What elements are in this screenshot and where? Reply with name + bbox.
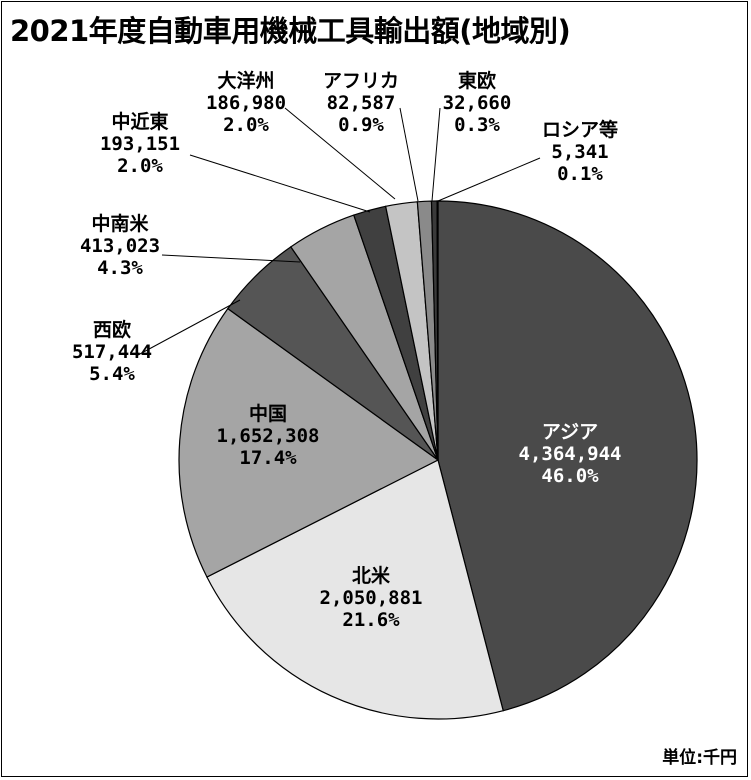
- slice-percent-0: 46.0%: [541, 465, 599, 487]
- leader-line-6: [284, 107, 396, 200]
- pie-slice-1: [206, 459, 504, 720]
- slice-name-6: 大洋州: [217, 69, 274, 92]
- slice-percent-3: 5.4%: [89, 363, 135, 385]
- slice-name-3: 西欧: [93, 318, 131, 341]
- slice-name-2: 中国: [249, 402, 287, 425]
- slice-value-2: 1,652,308: [217, 425, 320, 447]
- slice-name-9: ロシア等: [542, 118, 618, 141]
- slice-value-6: 186,980: [206, 92, 286, 114]
- slice-value-4: 413,023: [80, 235, 160, 257]
- slice-value-8: 32,660: [443, 92, 512, 114]
- chart-title: 2021年度自動車用機械工具輸出額(地域別): [10, 14, 571, 48]
- slice-name-4: 中南米: [91, 212, 149, 235]
- slice-value-9: 5,341: [551, 141, 608, 163]
- slice-value-5: 193,151: [100, 133, 180, 155]
- slice-name-1: 北米: [352, 564, 391, 587]
- slice-name-5: 中近東: [111, 110, 168, 133]
- slice-percent-9: 0.1%: [557, 163, 603, 185]
- leader-line-5: [189, 154, 371, 213]
- slice-name-7: アフリカ: [323, 70, 399, 92]
- leader-line-4: [161, 254, 301, 263]
- unit-value: 千円: [703, 748, 737, 768]
- leader-line-3: [137, 299, 241, 356]
- slice-name-0: アジア: [542, 421, 598, 443]
- slice-percent-5: 2.0%: [117, 155, 163, 177]
- unit-separator: :: [696, 748, 703, 768]
- pie-slice-2: [178, 307, 440, 578]
- slice-name-8: 東欧: [458, 69, 496, 92]
- slice-percent-6: 2.0%: [223, 114, 269, 136]
- slice-value-1: 2,050,881: [320, 587, 423, 609]
- slice-percent-4: 4.3%: [97, 257, 143, 279]
- unit-note: 単位:千円: [662, 743, 737, 768]
- unit-label: 単位: [662, 748, 697, 768]
- slice-percent-8: 0.3%: [454, 114, 500, 136]
- slice-value-7: 82,587: [327, 92, 396, 114]
- slice-value-0: 4,364,944: [519, 443, 622, 465]
- leader-line-7: [399, 107, 419, 202]
- slice-percent-1: 21.6%: [342, 609, 400, 631]
- pie-slice-0: [437, 200, 698, 712]
- slice-percent-2: 17.4%: [239, 447, 297, 469]
- leader-line-9: [437, 157, 541, 202]
- pie-slice-9: [436, 200, 439, 461]
- leader-line-8: [431, 107, 441, 202]
- slice-percent-7: 0.9%: [338, 114, 384, 136]
- slice-value-3: 517,444: [72, 341, 152, 363]
